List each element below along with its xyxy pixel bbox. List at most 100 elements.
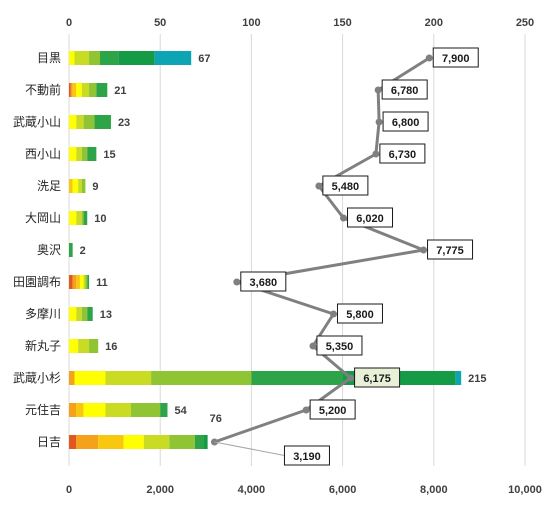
bar-segment [81,179,86,193]
top-axis-tick-label: 100 [242,17,260,29]
line-point [425,54,433,62]
bar-segment [79,275,84,289]
point-label: 5,800 [346,309,374,321]
bar-segment [69,403,77,417]
bar-segment [194,435,204,449]
bar-segment [123,435,144,449]
line-point [233,278,241,286]
category-label: 日吉 [37,435,61,449]
bottom-axis-tick-label: 2,000 [146,484,174,496]
bar-segment [105,371,152,385]
point-label-box [382,111,429,132]
bar-segment [83,403,106,417]
bar-segment [69,147,77,161]
point-label: 3,680 [250,277,278,289]
line-point [315,182,323,190]
bar-segment [169,435,195,449]
bar-total-label: 15 [103,149,115,161]
bar-total-label: 10 [94,213,106,225]
bar-segment [83,115,95,129]
bar-segment [76,435,99,449]
category-label: 洗足 [37,179,61,193]
bar-segment [151,371,252,385]
line-point [372,150,380,158]
category-label: 田園調布 [13,275,61,289]
bar-segment [81,307,88,321]
bar-segment [72,275,77,289]
bar-segment [69,435,77,449]
point-label: 6,780 [391,85,419,97]
bar-total-label: 21 [114,85,126,97]
bottom-axis-tick-label: 10,000 [508,484,542,496]
bar-segment [160,403,168,417]
bar-segment [69,179,73,193]
bar-total-label: 2 [80,245,86,257]
line-point [309,342,317,350]
stacked-bars [69,51,462,449]
point-label-box [283,445,330,466]
bar-segment [203,435,208,449]
bar-segment [81,83,90,97]
bottom-axis-tick-label: 6,000 [329,484,357,496]
point-label-box [316,335,363,356]
bar-segment [85,275,88,289]
line-point-labels: 7,900 6,780 6,800 6,730 5,480 6,020 7,775 3,680… [214,47,479,466]
bar-segment [89,51,101,65]
line-point [340,214,348,222]
bar-segment [100,51,119,65]
bottom-axis-ticks: 0 2,000 4,000 6,000 8,000 10,000 [66,484,542,496]
bar-segment [69,51,75,65]
bar-total-label: 13 [100,309,112,321]
line-series [210,54,433,446]
bar-segment [98,435,124,449]
category-label: 多摩川 [25,306,61,321]
bar-segment [131,403,161,417]
line-point [329,310,337,318]
bottom-axis-tick-label: 4,000 [238,484,266,496]
top-axis-tick-label: 50 [154,17,166,29]
bar-segment [70,83,73,97]
bar-segment [83,275,86,289]
bar-segment [76,83,82,97]
bar-total-label: 215 [468,373,486,385]
point-label: 5,350 [326,341,354,353]
top-axis-tick-label: 150 [333,17,351,29]
bar-total-label: 76 [210,413,222,425]
top-axis-tick-label: 0 [66,17,72,29]
category-label: 目黒 [37,51,61,65]
leader-line [214,441,285,456]
point-label: 7,900 [442,53,470,65]
bar-total-label: 9 [92,181,98,193]
point-label-box [354,367,401,388]
bar-segment [87,307,93,321]
bar-total-label: 54 [174,405,187,417]
bar-segment [76,115,84,129]
top-axis-ticks: 0 50 100 150 200 250 [66,17,534,29]
bar-segment [78,179,82,193]
category-label: 武蔵小杉 [13,371,61,385]
bar-segment [74,51,90,65]
point-label-box [379,143,426,164]
bar-segment [69,115,77,129]
bar-segment [94,115,111,129]
bar-segment [76,275,80,289]
bar-segment [76,307,82,321]
point-label: 5,200 [319,405,347,417]
category-label: 大岡山 [25,211,61,225]
category-label: 西小山 [25,147,61,161]
bar-segment [72,83,77,97]
point-label-box [309,399,356,420]
bar-total-label: 67 [198,53,210,65]
category-label: 元住吉 [25,403,61,417]
bar-segment [69,243,73,257]
bar-segment [76,147,82,161]
bar-segment [76,211,82,225]
bar-total-label: 23 [118,117,130,129]
point-label: 3,190 [293,451,321,463]
bar-segment [69,371,75,385]
bar-segment [69,83,71,97]
bar-segment [143,435,170,449]
bar-segment [251,371,343,385]
bar-segment [154,51,192,65]
point-label-box [432,47,479,68]
